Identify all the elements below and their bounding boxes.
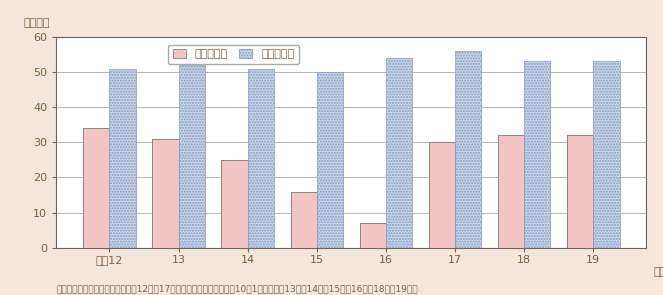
Bar [248,68,274,248]
Text: （年）: （年） [653,267,663,277]
Bar [360,223,386,248]
Legend: 前期高齢者, 後期高齢者: 前期高齢者, 後期高齢者 [168,45,299,64]
Text: （万人）: （万人） [24,19,50,28]
Bar [524,61,550,248]
Bar [290,191,317,248]
Bar [386,58,412,248]
Bar [567,135,593,248]
Bar [498,135,524,248]
Bar [317,72,343,248]
Bar [152,139,178,248]
Bar [429,142,455,248]
Bar [455,51,481,248]
Text: 資料：総務省『国勢調査』（平成12年、17年）、『準計人口』（各年10月1日現在）（13年、14年、15年、16年、18年、19年）: 資料：総務省『国勢調査』（平成12年、17年）、『準計人口』（各年10月1日現在… [56,284,418,294]
Bar [178,65,205,248]
Bar [593,61,620,248]
Bar [83,128,109,248]
Bar [221,160,248,248]
Bar [109,68,136,248]
